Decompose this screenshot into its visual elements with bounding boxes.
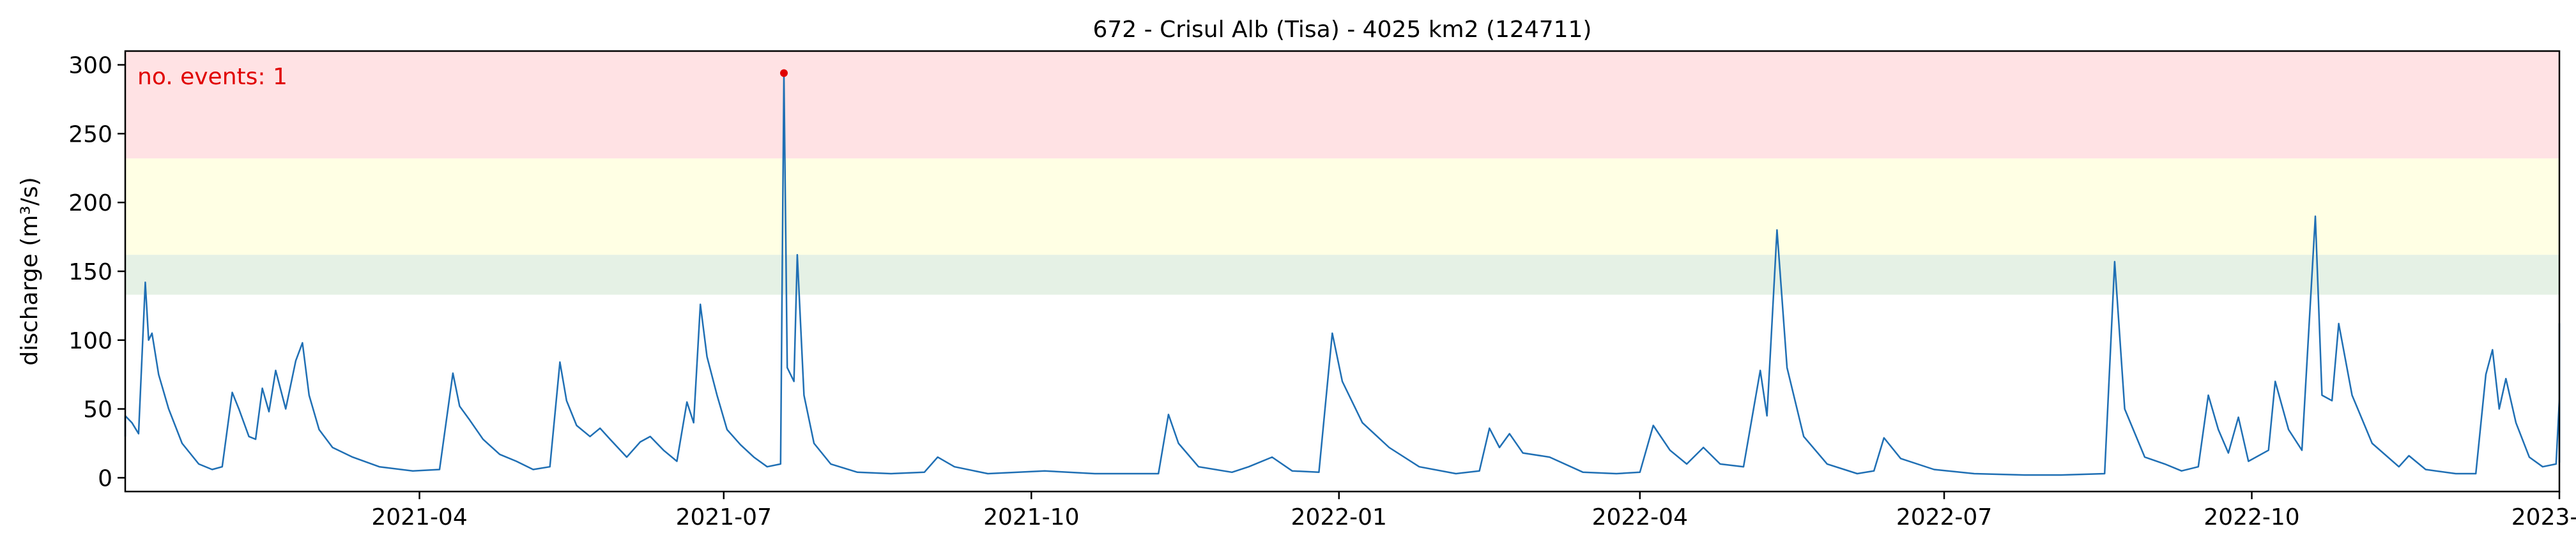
x-tick-label: 2022-10 <box>2204 504 2299 530</box>
y-tick-label: 100 <box>68 328 112 354</box>
y-axis-label: discharge (m³/s) <box>17 177 43 365</box>
x-tick-label: 2021-10 <box>983 504 1079 530</box>
series-line-0 <box>124 72 2561 476</box>
event-point-0 <box>780 69 788 77</box>
y-tick-label: 250 <box>68 121 112 147</box>
y-tick-label: 200 <box>68 190 112 216</box>
x-tick-label: 2022-07 <box>1896 504 1992 530</box>
x-tick-label: 2023-01 <box>2511 504 2576 530</box>
x-tick-label: 2021-04 <box>371 504 467 530</box>
event-count-annotation: no. events: 1 <box>137 64 288 90</box>
y-axis: 0 50 100 150 200 250 300 <box>68 53 125 492</box>
y-tick-label: 50 <box>83 397 112 423</box>
threshold-bands <box>125 51 2559 295</box>
x-axis: 2021-04 2021-07 2021-10 2022-01 2022-04 2022-… <box>371 492 2576 530</box>
threshold-band-0 <box>125 255 2559 295</box>
threshold-band-1 <box>125 158 2559 255</box>
threshold-band-2 <box>125 51 2559 159</box>
x-tick-label: 2021-07 <box>676 504 772 530</box>
series-layer <box>124 72 2561 476</box>
y-tick-label: 300 <box>68 53 112 79</box>
event-points <box>780 69 788 77</box>
y-tick-label: 0 <box>98 465 112 492</box>
x-tick-label: 2022-01 <box>1291 504 1387 530</box>
chart-title: 672 - Crisul Alb (Tisa) - 4025 km2 (1247… <box>1093 17 1592 43</box>
x-tick-label: 2022-04 <box>1592 504 1688 530</box>
y-tick-label: 150 <box>68 259 112 285</box>
